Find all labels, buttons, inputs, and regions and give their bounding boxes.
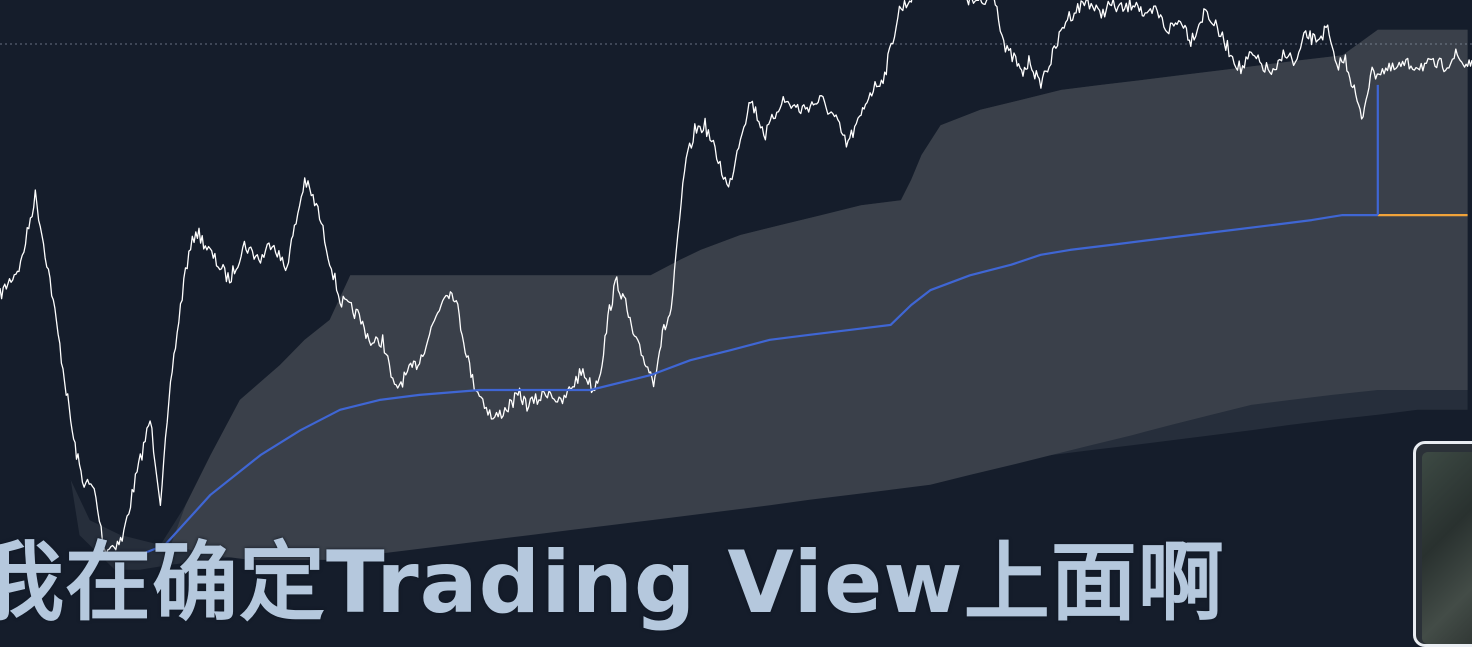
series-price-line bbox=[0, 0, 1472, 555]
series-mean-line bbox=[139, 214, 1378, 556]
webcam-image bbox=[1422, 452, 1472, 644]
webcam-overlay bbox=[1413, 441, 1472, 647]
price-chart bbox=[0, 0, 1472, 570]
video-subtitle: 我在确定Trading View上面啊 bbox=[0, 533, 1225, 633]
band-inner bbox=[170, 29, 1468, 560]
